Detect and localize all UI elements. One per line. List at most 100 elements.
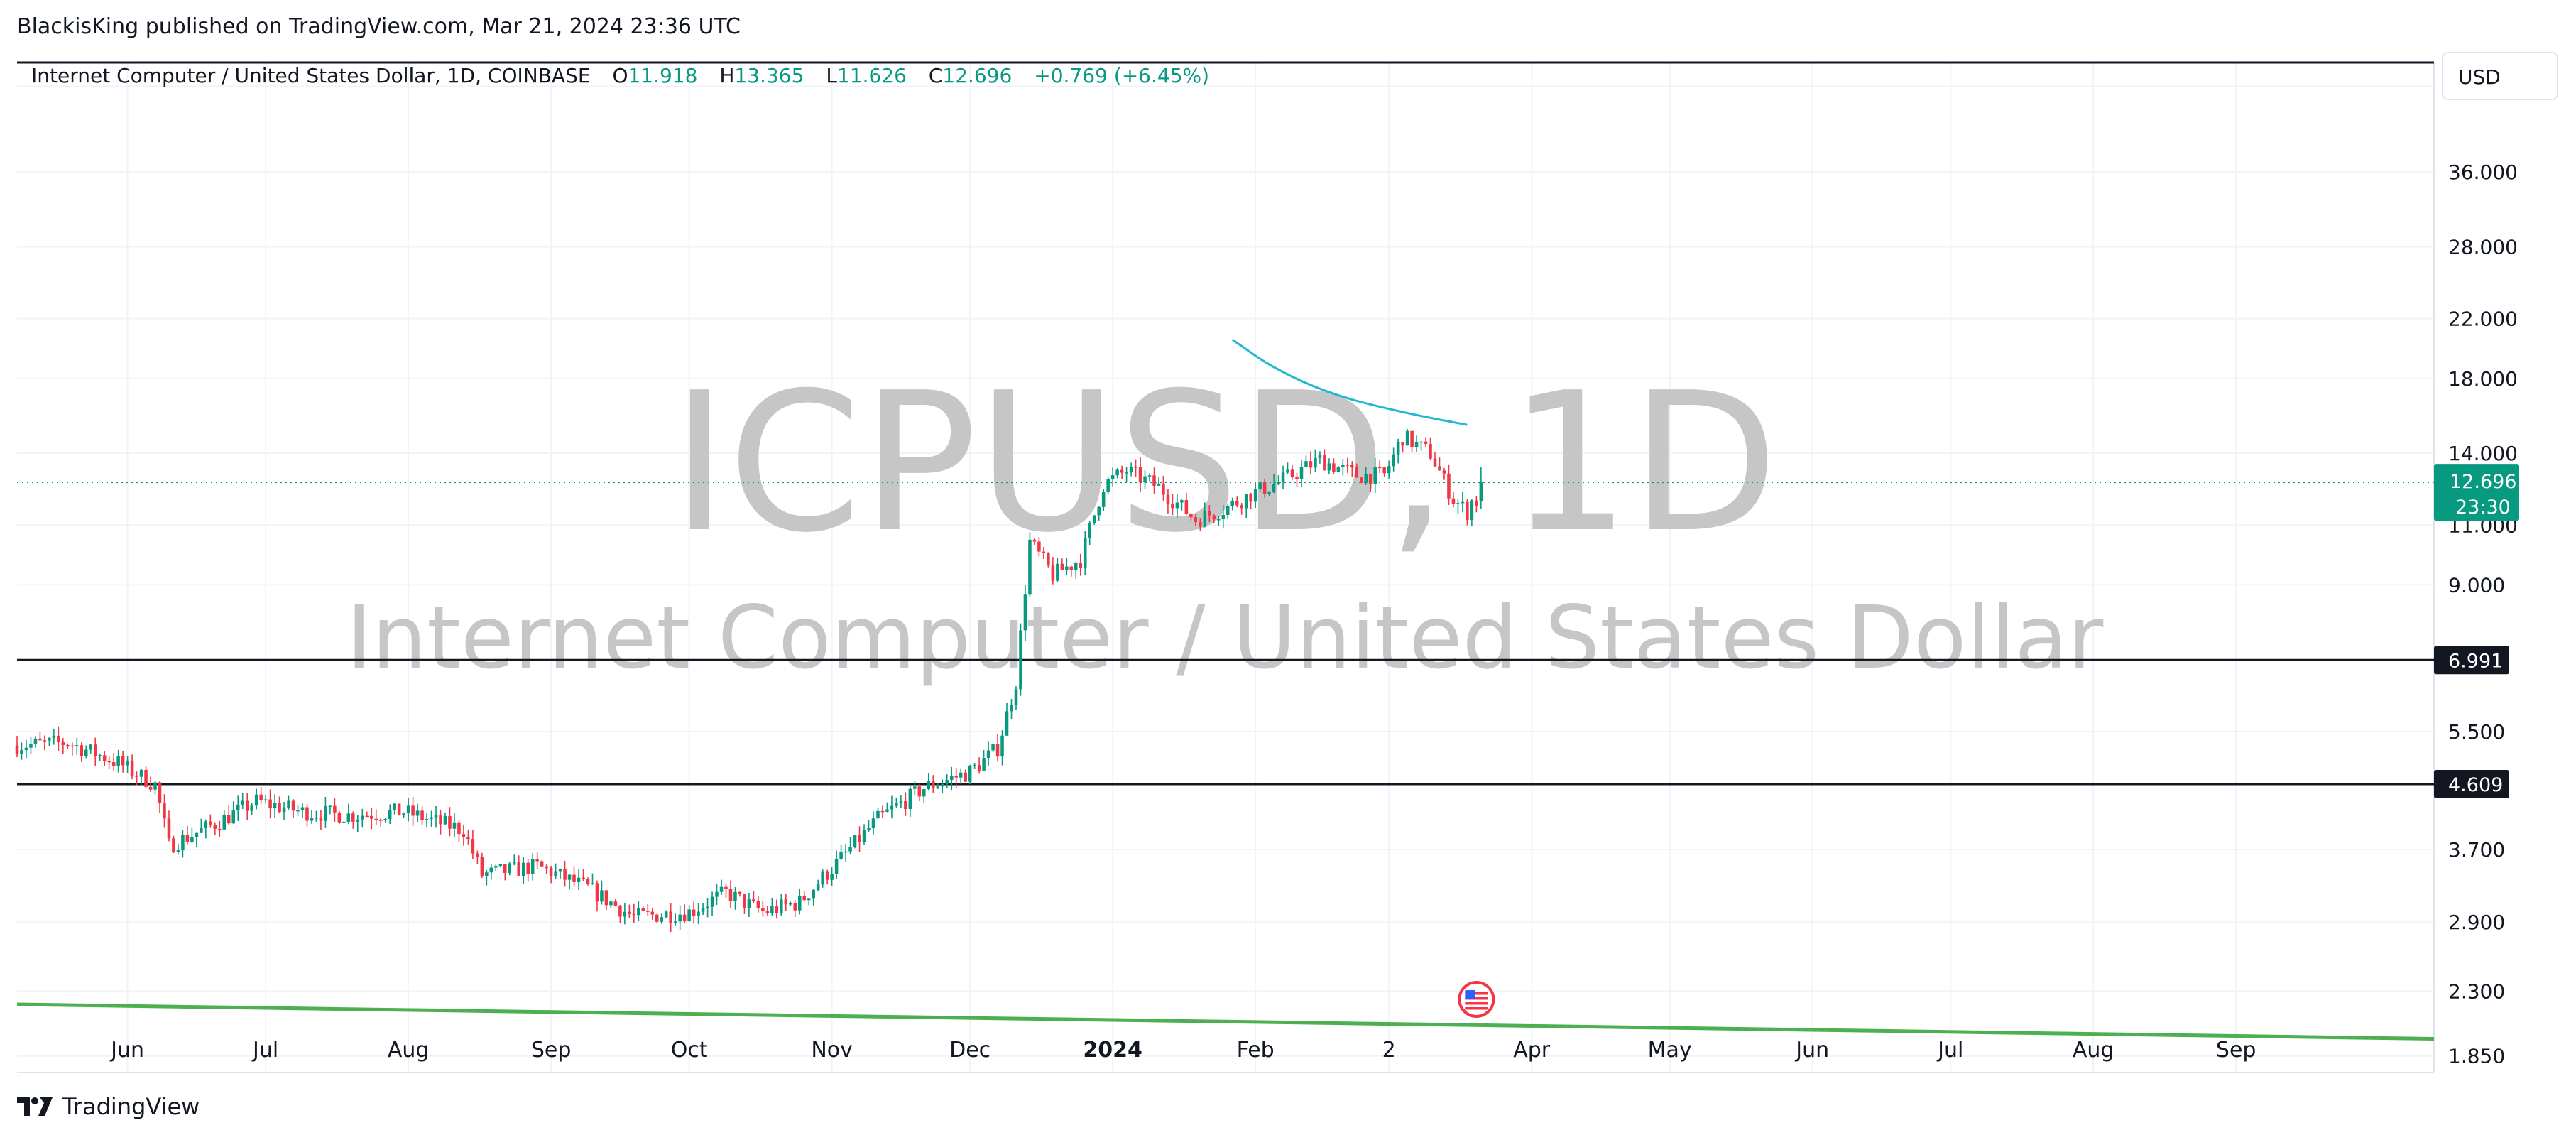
candle-body <box>1424 441 1428 445</box>
candle-body <box>172 838 175 852</box>
candle-body <box>411 805 415 816</box>
candle-body <box>1429 444 1432 459</box>
candle-body <box>1199 522 1202 527</box>
candle-body <box>1088 523 1091 538</box>
resistance-curve[interactable] <box>1231 339 1468 426</box>
candle-body <box>213 825 217 829</box>
candle-body <box>1475 500 1478 506</box>
candle-body <box>443 815 447 825</box>
candle-body <box>1005 711 1009 736</box>
candle-body <box>209 821 212 825</box>
candle-body <box>927 781 931 790</box>
candle-body <box>29 743 33 748</box>
candle-body <box>1221 514 1226 520</box>
candle-body <box>526 862 530 874</box>
candle-body <box>609 901 613 906</box>
time-tick-label: Jul <box>1936 1038 1963 1063</box>
symbol-legend[interactable]: Internet Computer / United States Dollar… <box>31 64 1209 87</box>
candle-body <box>701 908 705 912</box>
candle-body <box>176 850 180 852</box>
candle-body <box>1414 442 1419 447</box>
candle-body <box>582 877 585 879</box>
candle-body <box>393 803 396 810</box>
candle-body <box>982 758 986 771</box>
candle-body <box>770 906 774 913</box>
candle-body <box>1115 469 1119 476</box>
candle-body <box>402 813 405 816</box>
candle-body <box>682 914 687 922</box>
candle-body <box>789 903 792 905</box>
currency-label: USD <box>2458 65 2501 89</box>
last-price-label: 12.696 <box>2450 471 2516 493</box>
candle-body <box>305 807 309 821</box>
publisher-line: BlackisKing published on TradingView.com… <box>17 14 741 39</box>
candle-body <box>116 756 120 766</box>
flag-stripe <box>1465 1007 1488 1010</box>
candle-body <box>618 906 622 917</box>
candle-body <box>660 917 664 922</box>
candle-body <box>655 914 659 922</box>
candle-body <box>241 800 244 805</box>
candle-body <box>1032 539 1037 542</box>
candle-body <box>15 745 19 754</box>
candle-body <box>917 786 922 797</box>
candle-body <box>135 775 138 777</box>
candle-body <box>245 800 249 811</box>
candle-body <box>218 828 222 830</box>
price-axis[interactable]: 48.00036.00028.00022.00018.00014.00011.0… <box>2434 75 2519 1068</box>
candle-body <box>1212 515 1216 520</box>
candle-body <box>397 803 401 816</box>
candle-body <box>57 735 60 742</box>
candle-body <box>1110 475 1115 479</box>
candle-body <box>885 809 889 812</box>
candle-body <box>945 780 949 784</box>
candle-body <box>346 813 351 822</box>
candle-body <box>1309 461 1313 468</box>
horizontal-lines[interactable] <box>17 61 2434 786</box>
candle-body <box>222 815 227 830</box>
flag-stripe <box>1465 992 1488 995</box>
candle-body <box>692 909 696 916</box>
candle-body <box>512 862 516 864</box>
legend-close-value: 12.696 <box>942 64 1012 87</box>
legend-change: +0.769 (+6.45%) <box>1034 64 1209 87</box>
candle-body <box>1083 537 1087 568</box>
candle-body <box>144 769 148 787</box>
candle-body <box>89 744 93 750</box>
candle-body <box>1253 489 1257 502</box>
trendlines[interactable] <box>16 339 2435 1041</box>
candle-body <box>1120 469 1124 473</box>
candle-body <box>554 871 557 877</box>
candle-body <box>1314 457 1317 468</box>
candle-body <box>75 745 79 746</box>
candle-body <box>867 828 871 830</box>
time-axis[interactable]: Jun Jul Aug Sep Oct Nov Dec 2024 Feb 2 Apr May Jun Ju… <box>109 1038 2256 1063</box>
candle-body <box>102 755 107 761</box>
candle-body <box>153 782 157 790</box>
candle-body <box>471 839 475 854</box>
candle-body <box>231 810 236 824</box>
event-marker[interactable] <box>1458 981 1495 1018</box>
watermark-ticker: ICPUSD, 1D <box>671 351 1778 575</box>
support-trendline[interactable] <box>16 1002 2435 1041</box>
candle-body <box>1069 566 1074 570</box>
candle-body <box>254 794 258 806</box>
candle-body <box>1364 474 1368 483</box>
candle-body <box>268 799 272 808</box>
candle-body <box>263 799 268 801</box>
candle-body <box>1451 498 1456 504</box>
candle-body <box>163 803 166 819</box>
candle-body <box>1401 442 1404 446</box>
legend-low-value: 11.626 <box>837 64 907 87</box>
candle-body <box>1065 566 1069 570</box>
candle-body <box>1203 511 1207 527</box>
footer[interactable]: TradingView <box>17 1091 200 1122</box>
candle-body <box>1138 467 1142 483</box>
candle-body <box>664 911 668 918</box>
candle-body <box>489 867 493 873</box>
currency-button[interactable]: USD <box>2442 52 2558 100</box>
candle-body <box>139 769 143 777</box>
candle-body <box>1466 501 1469 521</box>
candle-body <box>936 786 940 788</box>
